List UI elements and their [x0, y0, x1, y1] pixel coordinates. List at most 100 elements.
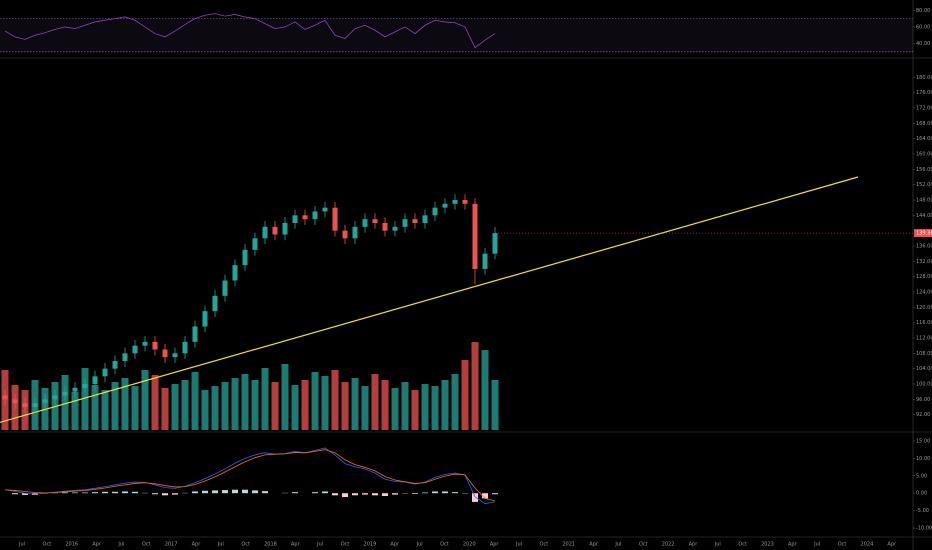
- candle-body: [42, 399, 48, 404]
- y-tick-label: 100.00: [916, 382, 932, 388]
- candle-body: [112, 361, 118, 369]
- volume-bar: [171, 384, 179, 430]
- histogram-bar: [242, 489, 248, 494]
- candle-body: [462, 200, 468, 204]
- y-tick-label: 156.00: [916, 167, 932, 173]
- candle-body: [72, 387, 78, 392]
- histogram-bar: [202, 490, 208, 494]
- x-tick-label: Jul: [813, 542, 820, 548]
- y-tick-label: 92.00: [916, 412, 930, 418]
- series-line: [4, 13, 496, 49]
- x-tick-label: Apr: [887, 542, 897, 548]
- volume-bar: [321, 376, 329, 430]
- x-tick-label: Jul: [714, 542, 721, 548]
- candle-body: [352, 226, 358, 239]
- x-tick-label: Oct: [341, 542, 350, 548]
- y-tick-label: 176.00: [916, 90, 932, 96]
- candle-body: [62, 391, 68, 396]
- trendline: [0, 176, 859, 423]
- last-price-box: [914, 229, 932, 238]
- histogram-bar: [432, 491, 438, 494]
- y-tick-label: 136.00: [916, 244, 932, 250]
- y-tick-label: 168.00: [916, 121, 932, 127]
- histogram-bar: [472, 493, 478, 502]
- volume-bar: [151, 375, 159, 430]
- candle-body: [162, 349, 168, 358]
- y-tick-label: 160.00: [916, 152, 932, 158]
- y-tick-label: 144.00: [916, 213, 932, 219]
- y-tick-label: 96.00: [916, 397, 930, 403]
- volume-bar: [451, 374, 459, 430]
- candle-body: [312, 211, 318, 220]
- candle-body: [492, 233, 498, 254]
- x-tick-label: 2020: [463, 542, 476, 548]
- y-tick-label: 40.00: [916, 41, 930, 47]
- candle-body: [212, 295, 218, 312]
- volume-bar: [261, 368, 269, 430]
- y-tick-label: 5.00: [916, 473, 927, 479]
- candle-body: [472, 203, 478, 269]
- x-tick-label: 2016: [65, 542, 78, 548]
- candle-body: [82, 384, 88, 388]
- candle-body: [442, 203, 448, 208]
- volume-bar: [71, 392, 79, 430]
- volume-bar: [421, 384, 429, 430]
- volume-bar: [281, 364, 289, 430]
- volume-bar: [491, 380, 499, 430]
- candle-body: [322, 207, 328, 212]
- volume-bar: [191, 372, 199, 430]
- volume-bar: [301, 380, 309, 430]
- candle-body: [372, 219, 378, 223]
- x-tick-label: Jul: [117, 542, 124, 548]
- histogram-bar: [442, 491, 448, 494]
- volume-bar: [251, 380, 259, 430]
- volume-bar: [211, 386, 219, 430]
- volume-bar: [291, 385, 299, 430]
- y-tick-label: 80.00: [916, 8, 930, 14]
- histogram-bar: [392, 493, 398, 495]
- volume-bar: [311, 372, 319, 430]
- x-tick-label: Jul: [316, 542, 323, 548]
- volume-bar: [131, 386, 139, 430]
- x-tick-label: Jul: [217, 542, 224, 548]
- candle-body: [52, 395, 58, 400]
- histogram-bar: [312, 492, 318, 494]
- candle-body: [12, 399, 18, 404]
- y-tick-label: -5.00: [916, 508, 929, 514]
- histogram-bar: [152, 493, 158, 495]
- histogram-bar: [212, 490, 218, 494]
- x-tick-label: Apr: [490, 542, 500, 548]
- volume-bar: [381, 380, 389, 430]
- volume-bar: [371, 374, 379, 430]
- candle-body: [422, 215, 428, 223]
- candle-body: [432, 207, 438, 216]
- histogram-bar: [222, 490, 228, 494]
- histogram-bar: [352, 493, 358, 496]
- x-tick-label: Jul: [18, 542, 25, 548]
- x-tick-label: Jul: [416, 542, 423, 548]
- candle-body: [412, 219, 418, 223]
- y-tick-label: 116.00: [916, 320, 932, 326]
- y-tick-label: 172.00: [916, 106, 932, 112]
- x-tick-label: 2023: [761, 542, 774, 548]
- series-line: [4, 449, 496, 502]
- volume-bar: [461, 360, 469, 430]
- x-tick-label: 2018: [264, 542, 277, 548]
- y-tick-label: 152.00: [916, 182, 932, 188]
- volume-bar: [361, 386, 369, 430]
- candle-body: [282, 223, 288, 235]
- histogram-bar: [112, 491, 118, 494]
- x-tick-label: Apr: [788, 542, 798, 548]
- candle-body: [102, 368, 108, 377]
- candle-body: [362, 219, 368, 227]
- histogram-bar: [342, 493, 348, 498]
- x-tick-label: 2021: [562, 542, 575, 548]
- histogram-bar: [362, 493, 368, 495]
- y-tick-label: 104.00: [916, 366, 932, 372]
- histogram-bar: [482, 493, 488, 499]
- volume-bar: [61, 375, 69, 430]
- candle-body: [252, 238, 258, 250]
- histogram-bar: [322, 491, 328, 494]
- x-tick-label: Oct: [838, 542, 847, 548]
